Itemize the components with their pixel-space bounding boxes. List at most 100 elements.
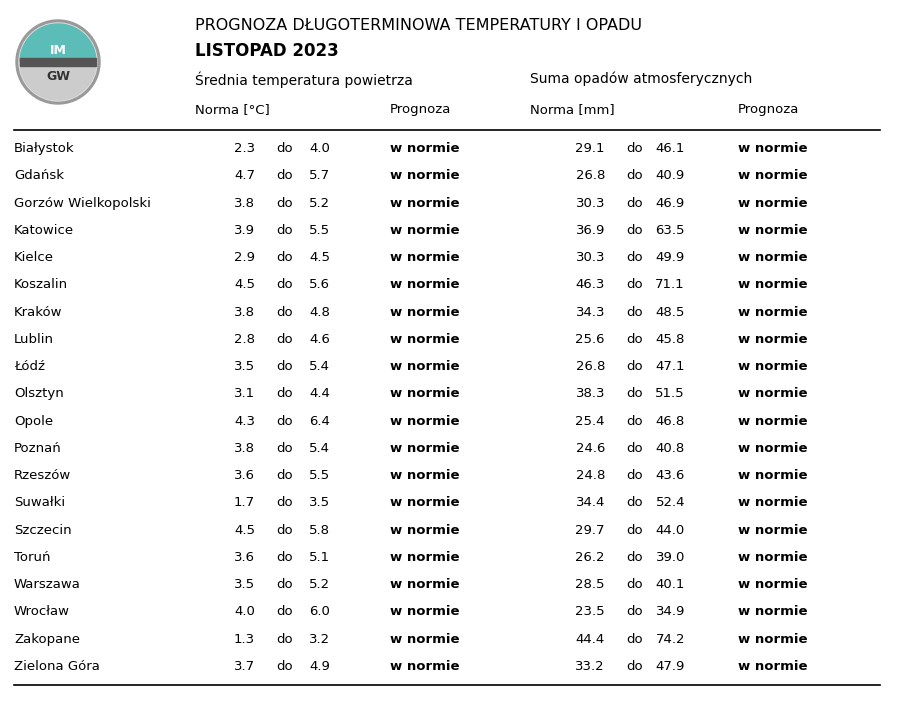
Text: 4.9: 4.9 <box>309 660 330 673</box>
Text: do: do <box>626 496 644 509</box>
Text: Gorzów Wielkopolski: Gorzów Wielkopolski <box>14 197 151 209</box>
Text: do: do <box>276 605 293 619</box>
Text: 2.3: 2.3 <box>234 142 255 155</box>
Text: 5.1: 5.1 <box>309 551 330 564</box>
Text: do: do <box>626 170 644 182</box>
Text: 3.7: 3.7 <box>234 660 255 673</box>
Text: Norma [°C]: Norma [°C] <box>195 103 270 116</box>
Text: 74.2: 74.2 <box>655 633 685 645</box>
Text: w normie: w normie <box>738 251 807 264</box>
Text: w normie: w normie <box>738 387 807 400</box>
Polygon shape <box>20 62 96 100</box>
Text: 6.4: 6.4 <box>309 414 330 428</box>
Text: do: do <box>276 142 293 155</box>
Text: 3.1: 3.1 <box>234 387 255 400</box>
Text: w normie: w normie <box>390 224 460 237</box>
Text: 34.3: 34.3 <box>575 305 605 319</box>
Text: PROGNOZA DŁUGOTERMINOWA TEMPERATURY I OPADU: PROGNOZA DŁUGOTERMINOWA TEMPERATURY I OP… <box>195 18 642 33</box>
Text: 25.4: 25.4 <box>575 414 605 428</box>
Text: w normie: w normie <box>390 578 460 591</box>
Text: 46.9: 46.9 <box>656 197 685 209</box>
Text: 4.5: 4.5 <box>234 279 255 291</box>
Text: Olsztyn: Olsztyn <box>14 387 64 400</box>
Text: 1.3: 1.3 <box>234 633 255 645</box>
Text: w normie: w normie <box>390 414 460 428</box>
Text: do: do <box>626 442 644 455</box>
Text: 40.1: 40.1 <box>655 578 685 591</box>
Text: 48.5: 48.5 <box>655 305 685 319</box>
Text: do: do <box>276 197 293 209</box>
Text: Opole: Opole <box>14 414 53 428</box>
Text: w normie: w normie <box>738 442 807 455</box>
Text: 24.8: 24.8 <box>576 469 605 482</box>
Text: w normie: w normie <box>390 551 460 564</box>
Text: 29.7: 29.7 <box>575 524 605 537</box>
Text: 1.7: 1.7 <box>234 496 255 509</box>
Text: 46.8: 46.8 <box>656 414 685 428</box>
Text: 3.8: 3.8 <box>234 305 255 319</box>
Text: w normie: w normie <box>390 360 460 373</box>
Text: 5.2: 5.2 <box>309 197 330 209</box>
Text: 3.8: 3.8 <box>234 442 255 455</box>
Text: 23.5: 23.5 <box>575 605 605 619</box>
Text: 25.6: 25.6 <box>575 333 605 346</box>
Text: w normie: w normie <box>738 633 807 645</box>
Text: Kielce: Kielce <box>14 251 54 264</box>
Text: w normie: w normie <box>738 224 807 237</box>
Text: w normie: w normie <box>390 605 460 619</box>
Text: do: do <box>276 469 293 482</box>
Text: 3.5: 3.5 <box>234 360 255 373</box>
Text: do: do <box>626 605 644 619</box>
Text: Prognoza: Prognoza <box>390 103 452 116</box>
Polygon shape <box>20 24 96 62</box>
Text: 2.9: 2.9 <box>234 251 255 264</box>
Text: w normie: w normie <box>390 305 460 319</box>
Text: 4.8: 4.8 <box>309 305 330 319</box>
Text: 30.3: 30.3 <box>575 251 605 264</box>
Text: w normie: w normie <box>738 660 807 673</box>
Text: 5.4: 5.4 <box>309 442 330 455</box>
Text: 5.8: 5.8 <box>309 524 330 537</box>
Text: do: do <box>626 414 644 428</box>
Text: Suwałki: Suwałki <box>14 496 65 509</box>
Text: w normie: w normie <box>738 524 807 537</box>
Text: Zielona Góra: Zielona Góra <box>14 660 100 673</box>
Text: w normie: w normie <box>738 414 807 428</box>
Text: 40.9: 40.9 <box>656 170 685 182</box>
Text: do: do <box>276 633 293 645</box>
Circle shape <box>19 23 97 101</box>
Text: do: do <box>626 279 644 291</box>
Text: do: do <box>276 524 293 537</box>
Text: Suma opadów atmosferycznych: Suma opadów atmosferycznych <box>530 72 752 86</box>
Text: 26.8: 26.8 <box>576 360 605 373</box>
Text: 49.9: 49.9 <box>656 251 685 264</box>
Text: 46.1: 46.1 <box>655 142 685 155</box>
Text: w normie: w normie <box>390 170 460 182</box>
Text: do: do <box>626 551 644 564</box>
Text: w normie: w normie <box>390 387 460 400</box>
Text: 3.2: 3.2 <box>309 633 330 645</box>
Text: w normie: w normie <box>738 197 807 209</box>
Text: w normie: w normie <box>390 524 460 537</box>
Text: Wrocław: Wrocław <box>14 605 70 619</box>
Text: Białystok: Białystok <box>14 142 75 155</box>
Text: do: do <box>626 660 644 673</box>
Text: 5.4: 5.4 <box>309 360 330 373</box>
Text: 26.2: 26.2 <box>575 551 605 564</box>
Text: 4.5: 4.5 <box>234 524 255 537</box>
Text: 47.9: 47.9 <box>655 660 685 673</box>
Text: 38.3: 38.3 <box>575 387 605 400</box>
Text: do: do <box>276 170 293 182</box>
Text: 5.7: 5.7 <box>309 170 330 182</box>
Text: w normie: w normie <box>738 170 807 182</box>
Text: 34.9: 34.9 <box>655 605 685 619</box>
Text: do: do <box>276 414 293 428</box>
Text: Zakopane: Zakopane <box>14 633 80 645</box>
Text: w normie: w normie <box>390 197 460 209</box>
Text: Gdańsk: Gdańsk <box>14 170 64 182</box>
Text: do: do <box>276 333 293 346</box>
Text: do: do <box>626 333 644 346</box>
Text: 6.0: 6.0 <box>309 605 330 619</box>
Text: do: do <box>276 578 293 591</box>
Text: 26.8: 26.8 <box>576 170 605 182</box>
